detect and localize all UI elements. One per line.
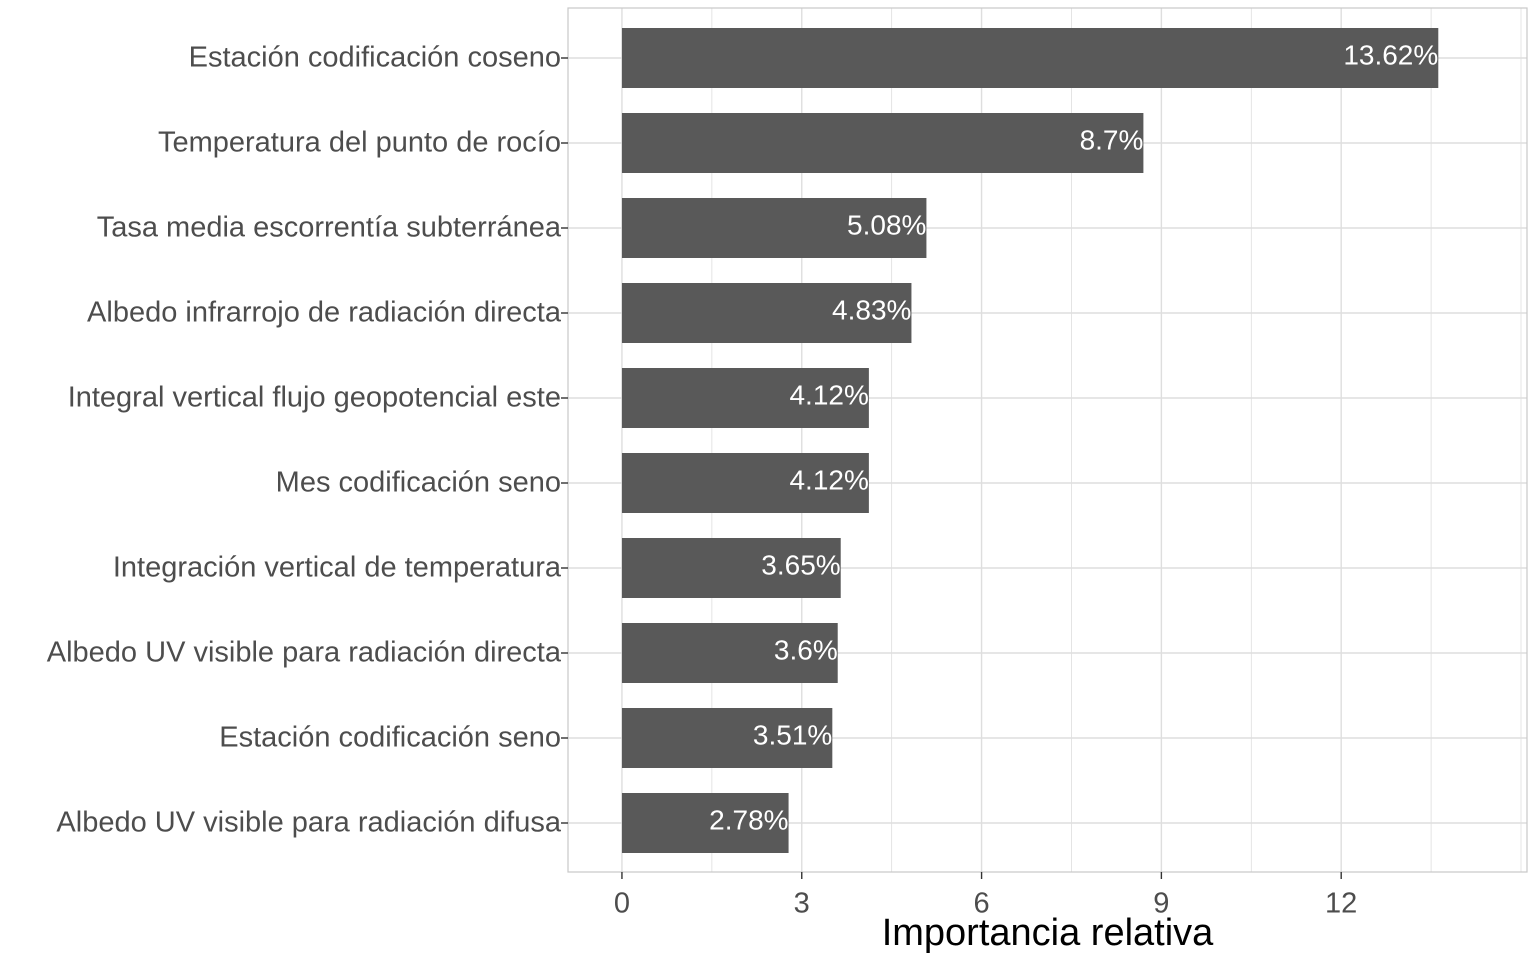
bar-value-label: 3.65% [761, 549, 840, 580]
bar [621, 368, 869, 428]
bars: 13.62% 8.7% 5.08% 4.83% 4.12% 4.12% 3.65% 3.6% 3… [621, 28, 1439, 853]
category-label: Temperatura del punto de rocío [158, 127, 561, 159]
y-axis-category-labels: Estación codificación coseno Temperatura … [47, 42, 562, 839]
category-label: Albedo UV visible para radiación directa [47, 637, 562, 669]
bar [621, 283, 912, 343]
bar-value-label: 4.12% [789, 464, 868, 495]
bar [621, 28, 1439, 88]
bar [621, 793, 789, 853]
bar [621, 113, 1144, 173]
x-axis-title: Importancia relativa [882, 912, 1214, 954]
category-label: Tasa media escorrentía subterránea [97, 212, 562, 244]
bar-value-label: 13.62% [1343, 39, 1438, 70]
panel-border [567, 7, 1528, 873]
bar-value-label: 2.78% [709, 804, 788, 835]
category-label: Integral vertical flujo geopotencial est… [68, 382, 561, 414]
category-label: Estación codificación coseno [189, 42, 561, 74]
bar [621, 708, 833, 768]
bar-value-label: 4.83% [832, 294, 911, 325]
bar-value-label: 4.12% [789, 379, 868, 410]
category-label: Estación codificación seno [219, 722, 561, 754]
x-tick-label: 3 [794, 888, 810, 920]
bar [621, 198, 927, 258]
bar [621, 453, 869, 513]
x-axis-ticks: 0 3 6 9 12 [561, 57, 1357, 920]
bar-value-label: 3.51% [753, 719, 832, 750]
bar [621, 538, 841, 598]
category-label: Mes codificación seno [276, 467, 561, 499]
bar-value-label: 5.08% [847, 209, 926, 240]
category-label: Albedo UV visible para radiación difusa [56, 807, 561, 839]
bar [621, 623, 838, 683]
bar-value-label: 3.6% [774, 634, 838, 665]
x-tick-label: 0 [614, 888, 630, 920]
category-label: Integración vertical de temperatura [113, 552, 562, 584]
category-label: Albedo infrarrojo de radiación directa [87, 297, 562, 329]
x-tick-label: 12 [1325, 888, 1357, 920]
x-tick-label: 9 [1153, 888, 1169, 920]
x-tick-label: 6 [973, 888, 989, 920]
bar-value-label: 8.7% [1080, 124, 1144, 155]
